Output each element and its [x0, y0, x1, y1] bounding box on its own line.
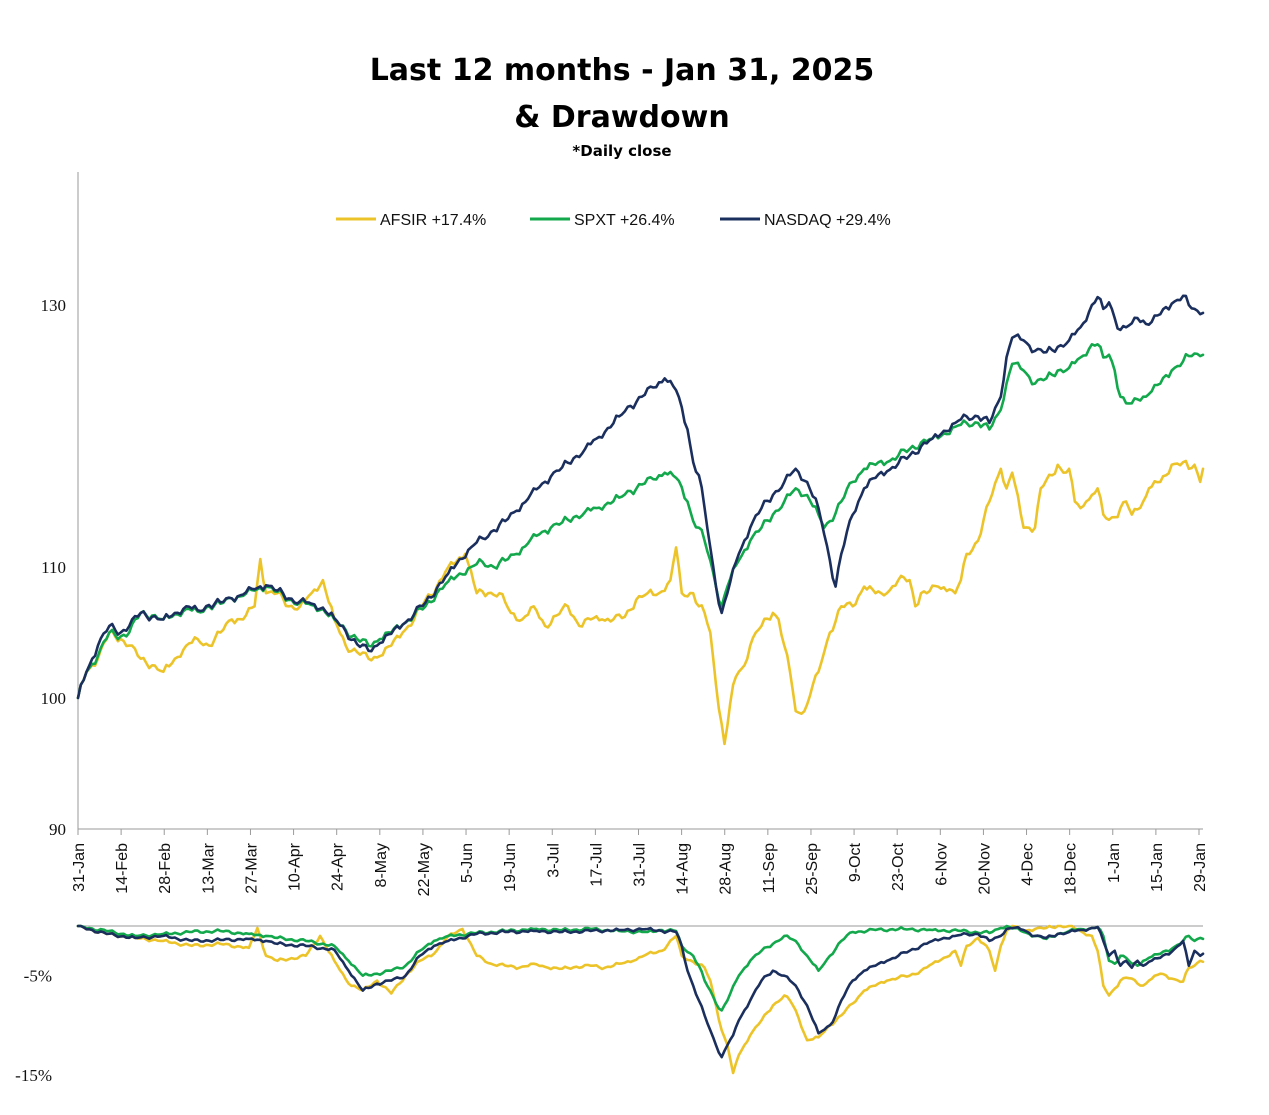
x-tick-label: 10-Apr — [287, 842, 304, 891]
x-tick-label: 23-Oct — [890, 842, 907, 891]
chart-subtitle: *Daily close — [572, 142, 671, 160]
x-tick-label: 20-Nov — [976, 843, 993, 895]
x-tick-label: 27-Mar — [243, 842, 260, 893]
x-tick-label: 5-Jun — [459, 843, 476, 883]
y-tick-label: 90 — [49, 820, 66, 839]
x-tick-label: 15-Jan — [1149, 843, 1166, 892]
x-tick-label: 29-Jan — [1192, 843, 1209, 892]
x-tick-label: 11-Sep — [761, 843, 778, 894]
x-tick-label: 31-Jan — [71, 843, 88, 892]
main-axes — [77, 172, 1203, 830]
chart-title: Last 12 months - Jan 31, 2025 — [370, 53, 875, 88]
x-tick-label: 1-Jan — [1106, 843, 1123, 883]
x-tick-label: 4-Dec — [1020, 843, 1037, 886]
legend-entry: SPXT +26.4% — [574, 212, 675, 229]
x-tick-label: 14-Aug — [675, 843, 692, 895]
main-x-ticks: 31-Jan 14-Feb 28-Feb 13-Mar 27-Mar 10-Apr 24-A… — [71, 829, 1209, 896]
x-tick-label: 22-May — [416, 843, 433, 896]
x-tick-label: 25-Sep — [804, 843, 821, 895]
x-tick-label: 28-Aug — [718, 843, 735, 895]
legend-entry: NASDAQ +29.4% — [764, 212, 891, 229]
series-line-afsir — [76, 459, 1205, 746]
chart-title-line2: & Drawdown — [514, 100, 729, 135]
x-tick-label: 28-Feb — [157, 843, 174, 894]
x-tick-label: 3-Jul — [545, 843, 562, 878]
x-tick-label: 8-May — [373, 843, 390, 887]
legend: AFSIR +17.4% SPXT +26.4% NASDAQ +29.4% — [336, 212, 891, 229]
drawdown-y-ticks: -5% -15% — [15, 967, 52, 1085]
main-y-ticks: 130 110 100 90 — [41, 296, 67, 839]
x-tick-label: 6-Nov — [933, 843, 950, 886]
x-tick-label: 19-Jun — [502, 843, 519, 892]
drawdown-series — [76, 924, 1205, 1075]
x-tick-label: 24-Apr — [330, 842, 347, 891]
main-series — [76, 294, 1205, 746]
x-tick-label: 31-Jul — [632, 843, 649, 887]
drawdown-y-tick-label: -15% — [15, 1066, 52, 1085]
series-line-nasdaq — [76, 294, 1205, 700]
y-tick-label: 110 — [41, 558, 66, 577]
x-tick-label: 17-Jul — [588, 843, 605, 887]
y-tick-label: 100 — [41, 689, 67, 708]
legend-entry: AFSIR +17.4% — [380, 212, 486, 229]
x-tick-label: 14-Feb — [114, 843, 131, 894]
y-tick-label: 130 — [41, 296, 67, 315]
x-tick-label: 9-Oct — [847, 842, 864, 882]
drawdown-line-nasdaq — [76, 924, 1205, 1059]
drawdown-y-tick-label: -5% — [24, 967, 52, 986]
drawdown-line-afsir — [76, 924, 1205, 1075]
x-tick-label: 18-Dec — [1063, 843, 1080, 895]
x-tick-label: 13-Mar — [200, 842, 217, 893]
